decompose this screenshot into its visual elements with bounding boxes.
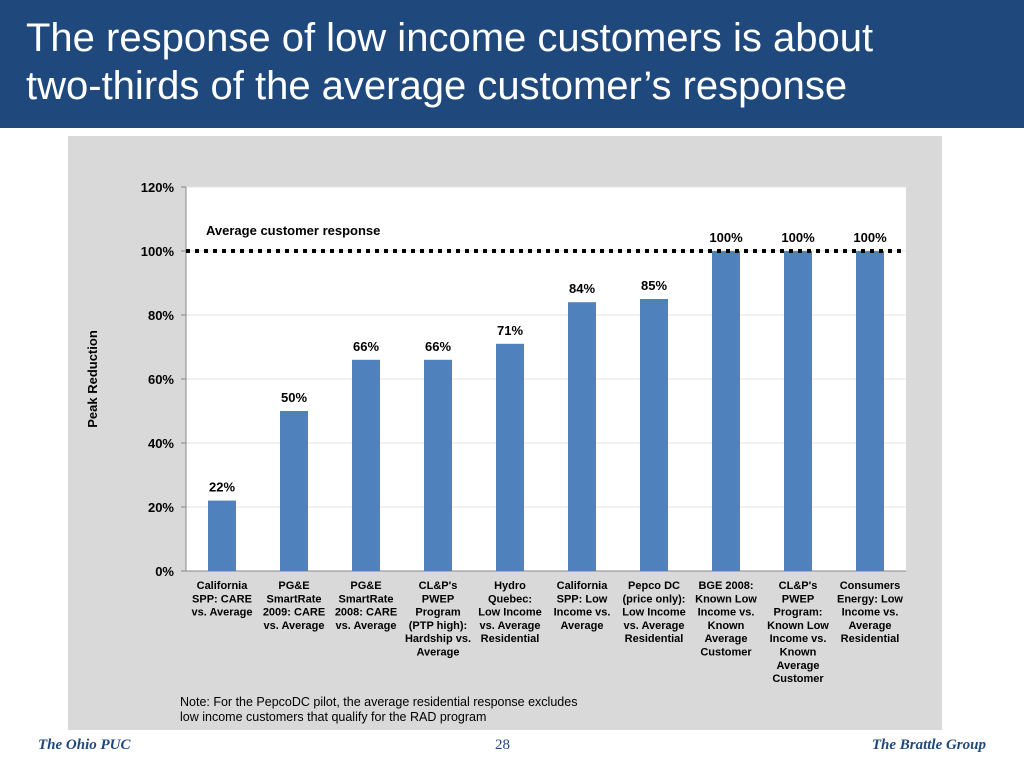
bar-chart: 0% 20% 40% 60% 80% 100% 120% Peak Reduction 22% C… [85,180,906,724]
x-category-label: Pepco DC (price only): Low Income vs. Avera… [622,580,686,645]
title-banner: The response of low income customers is … [0,0,1024,128]
y-axis-label: Peak Reduction [85,330,100,428]
y-tick-label: 20% [148,500,174,515]
chart-panel: 0% 20% 40% 60% 80% 100% 120% Peak Reduction 22% C… [68,136,942,730]
bar [856,251,884,571]
x-category-label: CL&P's PWEP Program: Known Low Income vs. Kno… [767,580,829,685]
bar [280,411,308,571]
bar-value-label: 66% [425,339,451,354]
bar [424,359,452,571]
reference-line-label: Average customer response [206,223,380,238]
bar-value-label: 85% [641,278,667,293]
y-tick-label: 40% [148,436,174,451]
bar [784,251,812,571]
bar [352,359,380,571]
x-category-label: Hydro Quebec: Low Income vs. Average Residen… [478,580,542,645]
chart-note-line-1: Note: For the PepcoDC pilot, the average… [180,695,577,709]
bar [712,251,740,571]
bar-value-label: 100% [781,230,815,245]
slide-title-line-1: The response of low income customers is … [26,16,874,60]
bar [640,299,668,571]
y-tick-label: 100% [141,244,175,259]
x-category-label: CL&P's PWEP Program (PTP high): Hardship vs.… [405,580,471,659]
x-category-label: California SPP: Low Income vs. Average [554,580,611,632]
slide-title-line-2: two-thirds of the average customer’s res… [26,64,848,108]
y-tick-label: 80% [148,308,174,323]
bar [208,500,236,571]
bar-value-label: 50% [281,390,307,405]
bar-value-label: 66% [353,339,379,354]
bar [568,302,596,571]
page-number: 28 [495,737,510,753]
y-tick-label: 0% [155,564,174,579]
bar-value-label: 100% [853,230,887,245]
x-category-label: BGE 2008: Known Low Income vs. Known Average… [695,580,757,659]
bar-value-label: 84% [569,281,595,296]
x-category-label: PG&E SmartRate 2008: CARE vs. Average [335,580,397,632]
bar [496,343,524,571]
footer-company: The Brattle Group [871,737,986,753]
bar-value-label: 22% [209,480,235,495]
x-category-label: Consumers Energy: Low Income vs. Average Res… [837,580,903,645]
y-tick-label: 120% [141,180,175,195]
slide-title: The response of low income customers is … [26,14,1006,110]
x-category-label: PG&E SmartRate 2009: CARE vs. Average [263,580,325,632]
y-tick-label: 60% [148,372,174,387]
x-category-label: California SPP: CARE vs. Average [192,580,253,619]
bar-value-label: 71% [497,323,523,338]
footer-organization: The Ohio PUC [38,737,131,753]
bar-value-label: 100% [709,230,743,245]
chart-note-line-2: low income customers that qualify for th… [180,710,486,724]
